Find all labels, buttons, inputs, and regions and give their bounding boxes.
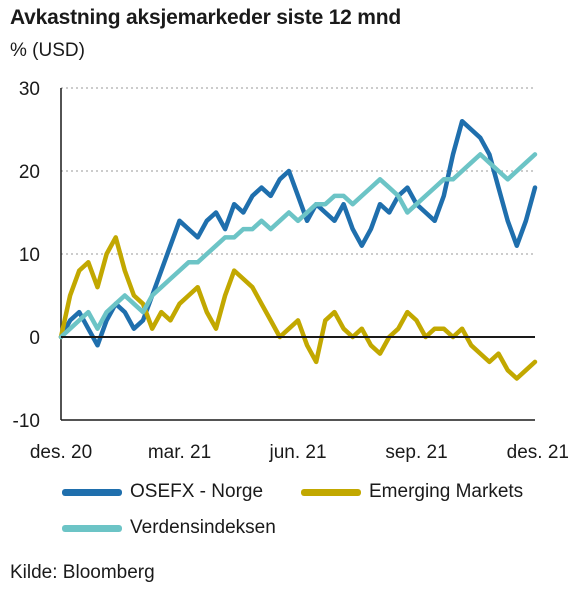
y-tick-label: 10 [19,245,40,266]
legend-swatch-verden [62,524,122,532]
x-tick-label: des. 21 [507,442,569,463]
legend-swatch-osefx [62,488,122,496]
series-line-verdensindeksen [58,152,538,340]
y-axis-unit: % (USD) [10,40,85,61]
x-tick-label: sep. 21 [385,442,447,463]
source-note: Kilde: Bloomberg [10,562,155,583]
chart-plot: 30 20 10 0 -10 des. 20 mar. 21 jun. 21 sep. 21 de… [13,79,569,463]
series-line-osefx-norge [58,118,538,348]
legend-item-osefx: OSEFX - Norge [62,481,263,503]
series-line-emerging-markets [58,235,538,381]
y-tick-label: -10 [13,411,40,432]
legend-label-emerging: Emerging Markets [369,481,524,502]
legend-item-verden: Verdensindeksen [62,517,276,539]
y-tick-label: 30 [19,79,40,100]
x-tick-label: mar. 21 [148,442,211,463]
legend-item-emerging: Emerging Markets [301,481,523,503]
y-tick-label: 20 [19,162,40,183]
legend-label-osefx: OSEFX - Norge [130,481,264,502]
legend-swatch-emerging [301,488,361,496]
y-tick-label: 0 [29,328,40,349]
x-tick-label: des. 20 [30,442,92,463]
chart-title: Avkastning aksjemarkeder siste 12 mnd [10,6,402,29]
x-tick-label: jun. 21 [268,442,326,463]
legend-label-verden: Verdensindeksen [130,517,276,538]
